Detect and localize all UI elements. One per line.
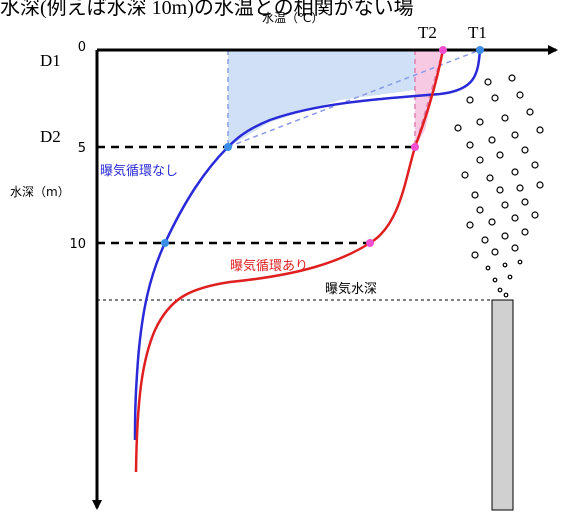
- bubble: [476, 156, 484, 164]
- bubble: [476, 206, 484, 214]
- bubble: [496, 186, 504, 194]
- aeration-label: 曝気水深: [325, 281, 377, 297]
- bubble: [497, 287, 503, 293]
- bubble: [491, 94, 499, 102]
- y-label: 水深（m）: [10, 185, 70, 199]
- bubble: [521, 146, 529, 154]
- marker-label: T1: [468, 23, 487, 42]
- bubble: [526, 108, 534, 116]
- title: 水深(例えば水深 10m)の水温との相関がない場: [0, 0, 414, 19]
- x-label: 水温（℃）: [262, 11, 323, 25]
- bubble: [485, 265, 491, 271]
- bubble: [481, 236, 489, 244]
- tick: 10: [69, 237, 86, 252]
- marker-label: D1: [40, 51, 61, 70]
- bubble: [501, 114, 509, 122]
- bubble: [486, 174, 494, 182]
- bubble: [484, 78, 492, 86]
- bubble: [531, 211, 539, 219]
- bubble: [496, 151, 504, 159]
- bubble: [454, 124, 462, 132]
- bubble: [488, 136, 496, 144]
- points: [161, 46, 484, 247]
- bubble: [511, 168, 519, 176]
- bubble: [521, 198, 529, 206]
- bubble: [511, 214, 519, 222]
- curve-label: 曝気循環なし: [100, 163, 178, 179]
- bubble: [501, 232, 509, 240]
- marker-label: T2: [418, 23, 437, 42]
- bubble: [466, 96, 474, 104]
- marker-label: D2: [40, 127, 61, 146]
- bubble: [516, 91, 524, 99]
- bubble: [536, 181, 544, 189]
- bubble: [536, 126, 544, 134]
- bubble: [511, 244, 519, 252]
- bubble: [488, 218, 496, 226]
- bubble: [471, 191, 479, 199]
- bubble: [471, 251, 479, 259]
- bubble: [521, 228, 529, 236]
- bubble: [492, 277, 498, 283]
- curve-with-circulation: [134, 49, 445, 473]
- bubble: [501, 201, 509, 209]
- bubbles: [454, 74, 544, 298]
- bubble: [503, 292, 509, 298]
- bubble: [511, 131, 519, 139]
- bubble: [516, 184, 524, 192]
- bubble: [508, 74, 516, 82]
- tick: 5: [78, 141, 86, 156]
- shade-blue: [228, 50, 415, 147]
- bubble: [461, 171, 469, 179]
- bubble: [476, 118, 484, 126]
- curve-label: 曝気循環あり: [230, 258, 308, 274]
- bubble: [507, 274, 513, 280]
- bubble: [531, 161, 539, 169]
- bubble: [466, 221, 474, 229]
- bubble: [491, 248, 499, 256]
- bubble: [502, 262, 508, 268]
- bubble: [517, 259, 523, 265]
- tick: 0: [78, 40, 86, 55]
- bubble: [466, 141, 474, 149]
- pipe: [491, 299, 514, 511]
